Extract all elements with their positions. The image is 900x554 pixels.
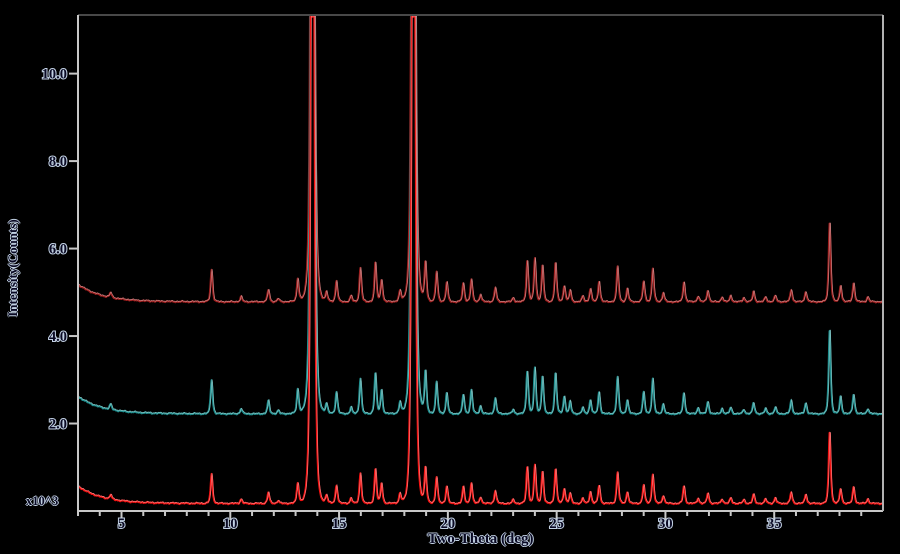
x-tick-label: 30 [658,516,673,532]
y-axis-multiplier: x10^3 [26,494,59,508]
x-tick-label: 10 [223,516,238,532]
y-tick-label: 4.0 [49,329,67,345]
y-tick-label: 6.0 [49,242,67,258]
x-tick-label: 35 [767,516,782,532]
trace-highlight-scan-top [78,15,884,303]
x-tick-label: 15 [332,516,347,532]
axes: 5 10 15 20 25 30 35 2.0 4.0 6.0 8.0 10.0 [41,14,884,533]
trace-scan-middle [77,15,884,416]
y-axis-title-text: Intensity(Counts) [5,219,21,317]
x-tick-label: 5 [118,516,125,532]
trace-highlight-scan-middle [78,15,884,415]
y-tick-label: 8.0 [49,154,67,170]
traces [77,15,884,506]
x-axis-title: Two-Theta (deg) [427,531,534,547]
trace-highlight-scan-bottom [78,15,884,505]
y-tick-label: 2.0 [49,417,67,433]
y-tick-label: 10.0 [42,67,67,83]
x-tick-label: 25 [549,516,564,532]
trace-scan-bottom [77,15,884,506]
trace-scan-top [77,15,884,304]
x-tick-label: 20 [441,516,456,532]
